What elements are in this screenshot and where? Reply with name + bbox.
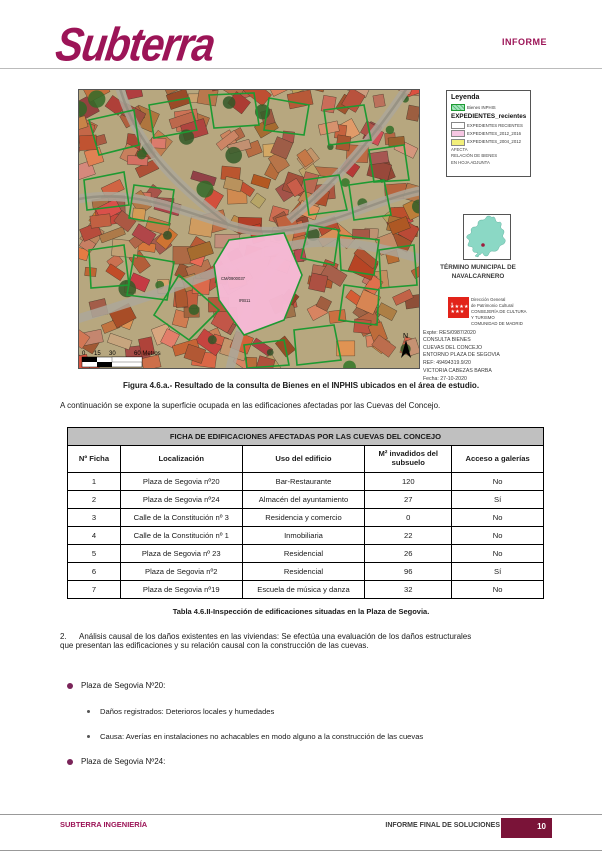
svg-text:60 Metros: 60 Metros xyxy=(134,351,161,357)
svg-text:★★★: ★★★ xyxy=(451,309,465,315)
svg-text:15: 15 xyxy=(94,351,101,357)
svg-text:30: 30 xyxy=(109,351,116,357)
svg-text:N: N xyxy=(403,333,408,340)
svg-text:CM/0900037: CM/0900037 xyxy=(221,276,246,281)
svg-text:IRB11: IRB11 xyxy=(239,298,251,303)
